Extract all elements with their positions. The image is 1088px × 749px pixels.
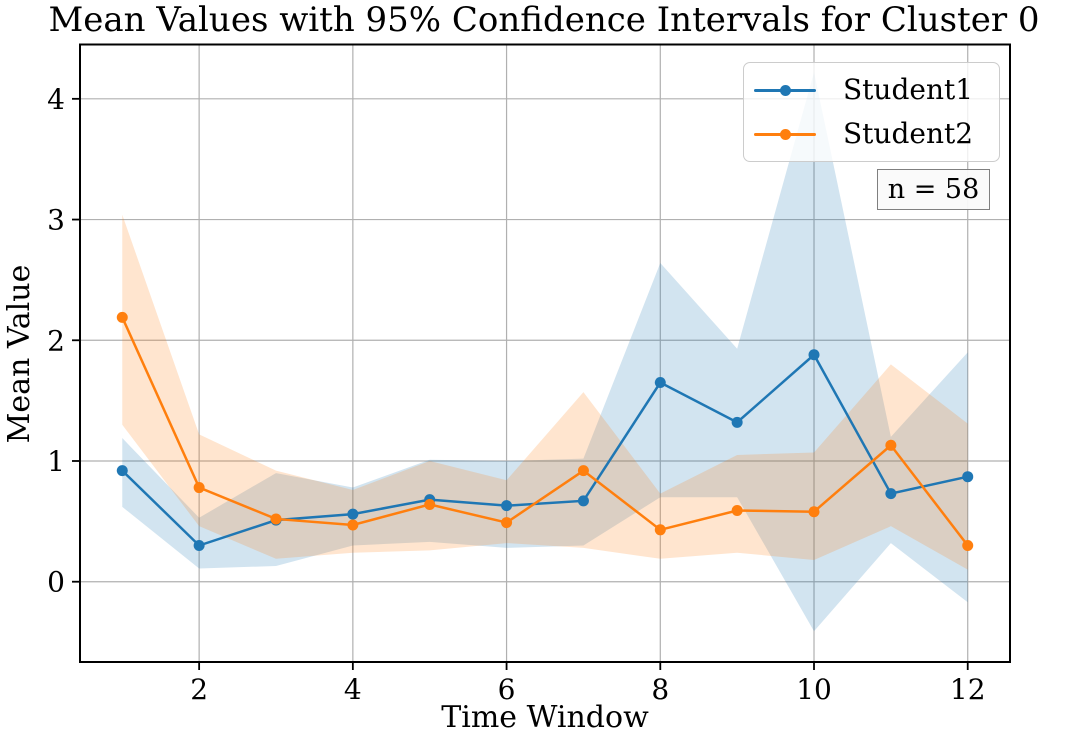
data-point-student2 bbox=[885, 439, 897, 451]
data-point-student2 bbox=[116, 311, 128, 323]
y-tick-label: 1 bbox=[47, 445, 65, 478]
x-tick-label: 4 bbox=[344, 673, 362, 706]
legend-item-student1: Student1 bbox=[754, 76, 989, 104]
y-tick-label: 0 bbox=[47, 566, 65, 599]
axes-spines bbox=[79, 43, 1011, 663]
legend-label-student2: Student2 bbox=[843, 117, 974, 150]
data-point-student2 bbox=[270, 513, 282, 525]
x-tick-label: 10 bbox=[796, 673, 832, 706]
data-point-student2 bbox=[577, 465, 589, 477]
mean-line-student1 bbox=[121, 352, 968, 547]
data-point-student1 bbox=[501, 500, 513, 512]
legend-label-student1: Student1 bbox=[843, 73, 974, 106]
data-point-student1 bbox=[885, 488, 897, 500]
legend-marker-icon bbox=[779, 128, 791, 140]
data-point-student2 bbox=[962, 540, 974, 552]
y-tick-label: 2 bbox=[47, 324, 65, 357]
data-point-student1 bbox=[193, 540, 205, 552]
data-point-student2 bbox=[193, 482, 205, 494]
legend: Student1 Student2 bbox=[743, 62, 1000, 162]
data-point-student1 bbox=[731, 416, 743, 428]
confidence-band-student1 bbox=[122, 72, 968, 632]
x-tick-label: 6 bbox=[498, 673, 516, 706]
mean-line-student2 bbox=[121, 316, 969, 547]
legend-marker-icon bbox=[779, 84, 791, 96]
legend-line-icon bbox=[754, 128, 816, 140]
legend-item-student2: Student2 bbox=[754, 120, 989, 148]
data-point-student1 bbox=[347, 508, 359, 520]
confidence-band-student2 bbox=[122, 214, 968, 570]
x-tick-label: 2 bbox=[190, 673, 208, 706]
sample-size-annotation: n = 58 bbox=[877, 169, 990, 210]
y-tick-label: 3 bbox=[47, 204, 65, 237]
data-point-student2 bbox=[654, 524, 666, 536]
legend-line-icon bbox=[754, 84, 816, 96]
data-point-student1 bbox=[962, 471, 974, 483]
data-point-student1 bbox=[654, 377, 666, 389]
data-point-student2 bbox=[808, 506, 820, 518]
data-point-student1 bbox=[577, 495, 589, 507]
x-tick-label: 8 bbox=[651, 673, 669, 706]
data-point-student1 bbox=[116, 465, 128, 477]
data-point-student1 bbox=[808, 349, 820, 361]
chart-title: Mean Values with 95% Confidence Interval… bbox=[48, 0, 1040, 40]
data-point-student2 bbox=[501, 517, 513, 529]
data-point-student2 bbox=[731, 504, 743, 516]
y-tick-label: 4 bbox=[47, 83, 65, 116]
x-axis-label: Time Window bbox=[441, 700, 649, 735]
data-point-student2 bbox=[424, 498, 436, 510]
data-point-student2 bbox=[347, 519, 359, 531]
x-tick-label: 12 bbox=[950, 673, 986, 706]
